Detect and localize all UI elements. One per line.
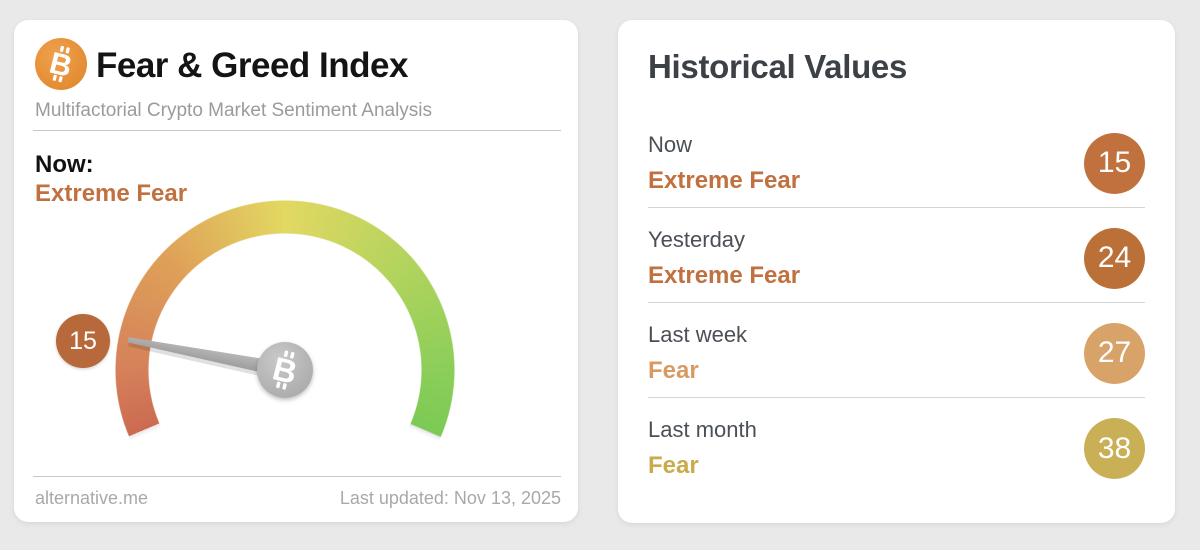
classification-label: Fear — [648, 356, 699, 384]
period-label: Now — [648, 131, 693, 157]
bitcoin-icon: B — [35, 38, 87, 90]
history-row-last-week: Last week Fear 27 — [648, 303, 1145, 398]
period-label: Yesterday — [648, 226, 746, 252]
value-badge: 27 — [1084, 322, 1145, 384]
now-label: Now: — [35, 151, 94, 178]
fear-greed-gauge-card: B Fear & Greed Index Multifactorial Cryp… — [14, 20, 578, 540]
value-badge: 24 — [1084, 227, 1145, 289]
card-footer: alternative.me Last updated: Nov 13, 202… — [35, 488, 561, 509]
classification-label: Extreme Fear — [648, 166, 801, 194]
last-updated-text: Last updated: Nov 13, 2025 — [339, 488, 561, 508]
card-subtitle: Multifactorial Crypto Market Sentiment A… — [35, 100, 433, 121]
source-link[interactable]: alternative.me — [35, 488, 149, 508]
header-divider — [33, 130, 561, 131]
gauge-value-badge: 15 — [56, 314, 110, 368]
value-badge: 15 — [1084, 132, 1145, 194]
historical-values-card: Historical Values Now Extreme Fear 15 Ye… — [618, 20, 1175, 523]
history-row-last-month: Last month Fear 38 — [648, 398, 1145, 493]
footer-divider — [33, 476, 561, 477]
history-row-now: Now Extreme Fear 15 — [648, 113, 1145, 208]
card-title: Fear & Greed Index — [96, 46, 408, 85]
period-label: Last week — [648, 321, 748, 347]
history-row-yesterday: Yesterday Extreme Fear 24 — [648, 208, 1145, 303]
classification-label: Extreme Fear — [648, 261, 801, 289]
classification-label: Fear — [648, 452, 699, 479]
value-badge: 38 — [1084, 418, 1145, 479]
history-rows: Now Extreme Fear 15 Yesterday Extreme Fe… — [648, 113, 1145, 493]
card-title: Historical Values — [648, 48, 908, 85]
period-label: Last month — [648, 417, 757, 442]
bitcoin-icon: B — [257, 342, 313, 398]
